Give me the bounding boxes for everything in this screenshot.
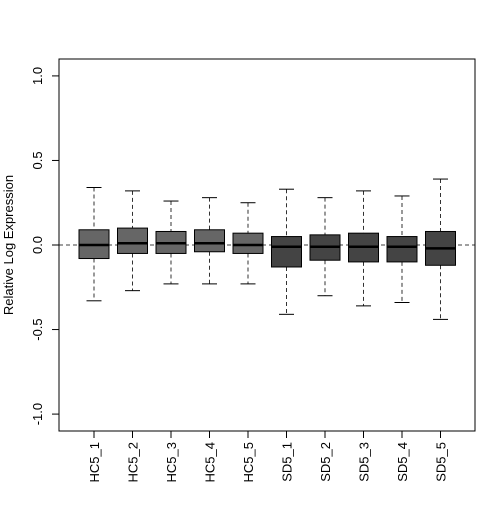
x-tick-label: SD5_4 [395,442,410,482]
box-body [271,236,302,268]
x-tick-label: HC5_3 [164,442,179,482]
box-SD5_3 [348,190,379,307]
plot-area [58,58,476,432]
x-tick-label: HC5_1 [87,442,102,482]
y-tick-label: -1.0 [30,403,45,425]
box-HC5_1 [78,187,110,302]
y-tick-label: 0.0 [30,236,45,254]
y-tick-label: 0.5 [30,151,45,169]
box-SD5_4 [386,195,418,303]
box-SD5_5 [425,178,456,320]
y-tick-label: 1.0 [30,67,45,85]
box-SD5_1 [271,188,302,315]
box-body [117,227,148,254]
box-HC5_2 [117,190,148,292]
x-tick-label: SD5_3 [357,442,372,482]
x-tick-label: SD5_1 [280,442,295,482]
box-SD5_2 [309,197,341,297]
x-tick-label: HC5_4 [203,442,218,482]
box-HC5_5 [232,202,264,285]
box-body [386,236,418,263]
box-body [232,232,264,254]
y-axis: -1.0 -0.5 0.0 0.5 1.0 [30,67,60,425]
x-tick-label: HC5_2 [126,442,141,482]
y-tick-label: -0.5 [30,318,45,340]
x-tick-label: HC5_5 [241,442,256,482]
x-tick-label: SD5_2 [318,442,333,482]
x-tick-label: SD5_5 [434,442,449,482]
box-HC5_3 [155,200,187,285]
box-HC5_4 [194,197,225,285]
x-axis-labels: HC5_1 HC5_2 HC5_3 HC5_4 HC5_5 SD5_1 SD5_2 SD5_3… [87,430,449,482]
box-body [194,229,225,253]
y-axis-label: Relative Log Expression [1,175,16,315]
